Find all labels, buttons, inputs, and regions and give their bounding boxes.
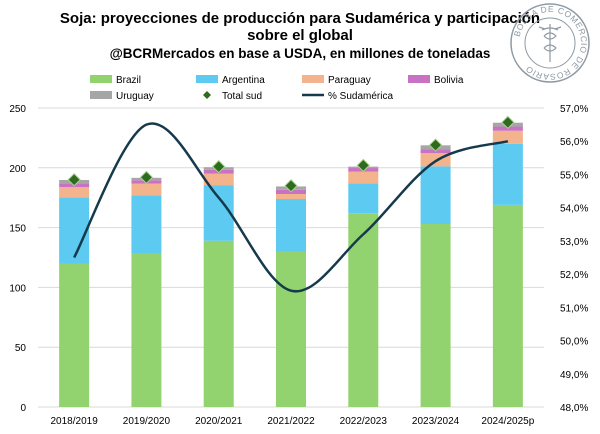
- x-tick-label: 2023/2024: [412, 416, 460, 427]
- x-tick-label: 2024/2025p: [481, 416, 534, 427]
- x-tick-label: 2021/2022: [267, 416, 315, 427]
- bar-paraguay: [276, 194, 306, 199]
- y-right-tick-label: 53,0%: [560, 237, 588, 248]
- legend-item[interactable]: Uruguay: [90, 91, 154, 102]
- bar-brazil: [131, 254, 161, 407]
- bar-brazil: [493, 205, 523, 407]
- legend-item[interactable]: Bolivia: [408, 75, 464, 86]
- legend-item[interactable]: Brazil: [90, 75, 141, 86]
- legend-label: Uruguay: [116, 91, 154, 102]
- chart-area: 0 50 100 150 200 250 48,0% 49,0% 50,0% 51,0% 52,0%…: [0, 0, 600, 434]
- legend-swatch: [302, 75, 324, 83]
- bar-argentina: [59, 197, 89, 263]
- y-left-tick-label: 150: [9, 224, 26, 235]
- y-right-tick-label: 52,0%: [560, 270, 588, 281]
- y-left-tick-label: 200: [9, 164, 26, 175]
- bar-argentina: [131, 196, 161, 254]
- y-right-tick-label: 54,0%: [560, 204, 588, 215]
- bar-paraguay: [59, 187, 89, 197]
- x-tick-label: 2019/2020: [123, 416, 171, 427]
- bar-argentina: [348, 183, 378, 213]
- bar-brazil: [59, 263, 89, 407]
- stacked-bars: [59, 123, 523, 407]
- x-tick-label: 2020/2021: [195, 416, 243, 427]
- bar-argentina: [493, 144, 523, 205]
- bar-brazil: [348, 213, 378, 407]
- legend-item[interactable]: % Sudamérica: [302, 91, 393, 102]
- y-right-tick-label: 57,0%: [560, 104, 588, 115]
- y-right-tick-label: 50,0%: [560, 337, 588, 348]
- x-tick-label: 2022/2023: [340, 416, 388, 427]
- bar-brazil: [276, 252, 306, 407]
- legend-label: Brazil: [116, 75, 141, 86]
- x-tick-label: 2018/2019: [51, 416, 99, 427]
- legend-item[interactable]: Paraguay: [302, 75, 371, 86]
- y-left-tick-label: 50: [15, 343, 27, 354]
- bar-paraguay: [348, 172, 378, 184]
- y-right-tick-label: 55,0%: [560, 170, 588, 181]
- legend-label: Bolivia: [434, 75, 464, 86]
- legend-label: Paraguay: [328, 75, 371, 86]
- y-right-tick-label: 51,0%: [560, 303, 588, 314]
- y-left-tick-label: 0: [20, 403, 26, 414]
- y-left-tick-label: 250: [9, 104, 26, 115]
- y-right-tick-label: 48,0%: [560, 403, 588, 414]
- legend-label: Argentina: [222, 75, 265, 86]
- y-right-tick-label: 49,0%: [560, 370, 588, 381]
- y-right-tick-label: 56,0%: [560, 137, 588, 148]
- bar-argentina: [421, 166, 451, 224]
- legend-label: Total sud: [222, 91, 262, 102]
- y-left-tick-label: 100: [9, 283, 26, 294]
- legend-item[interactable]: Argentina: [196, 75, 265, 86]
- bar-paraguay: [131, 184, 161, 196]
- legend-swatch: [408, 75, 430, 83]
- bar-brazil: [421, 224, 451, 407]
- legend-label: % Sudamérica: [328, 91, 393, 102]
- legend[interactable]: Brazil Argentina Paraguay Bolivia Uruguay Tot…: [90, 75, 464, 102]
- legend-swatch: [203, 91, 211, 99]
- bar-argentina: [276, 199, 306, 252]
- bar-brazil: [204, 241, 234, 407]
- legend-swatch: [90, 75, 112, 83]
- legend-item[interactable]: Total sud: [203, 91, 262, 102]
- legend-swatch: [196, 75, 218, 83]
- legend-swatch: [90, 91, 112, 99]
